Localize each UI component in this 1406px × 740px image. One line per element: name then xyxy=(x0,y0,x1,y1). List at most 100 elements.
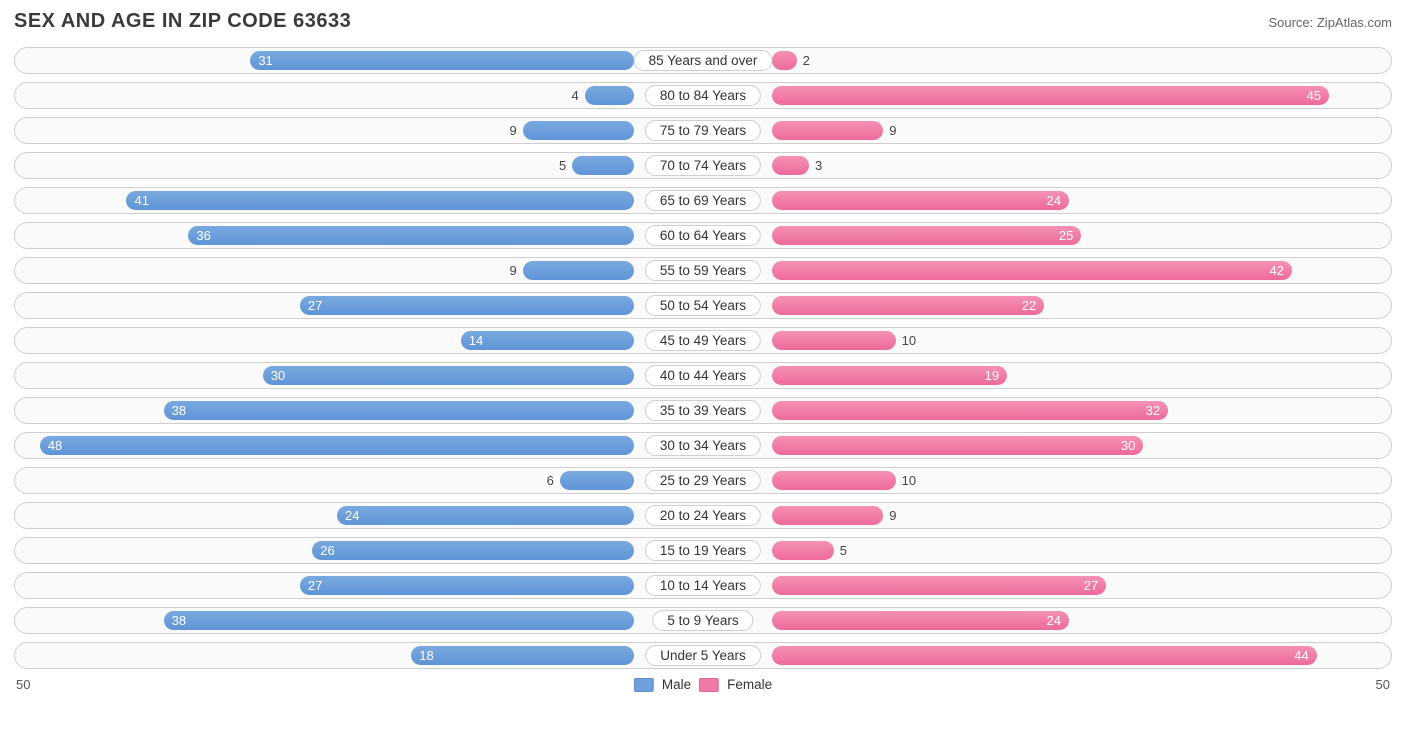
male-value: 38 xyxy=(172,403,186,418)
male-bar xyxy=(572,156,634,175)
chart-title: SEX AND AGE IN ZIP CODE 63633 xyxy=(14,10,351,33)
male-value: 27 xyxy=(308,578,322,593)
chart-row: 38 32 35 to 39 Years xyxy=(14,397,1392,424)
age-label: 45 to 49 Years xyxy=(645,330,761,351)
age-label: 20 to 24 Years xyxy=(645,505,761,526)
female-bar xyxy=(772,506,883,525)
female-bar: 24 xyxy=(772,191,1069,210)
male-value: 48 xyxy=(48,438,62,453)
male-bar xyxy=(523,261,634,280)
age-label: 25 to 29 Years xyxy=(645,470,761,491)
age-label: 85 Years and over xyxy=(634,50,773,71)
female-value: 3 xyxy=(815,156,822,175)
female-bar: 45 xyxy=(772,86,1329,105)
male-value: 41 xyxy=(134,193,148,208)
male-bar: 14 xyxy=(461,331,634,350)
female-bar xyxy=(772,331,896,350)
female-value: 24 xyxy=(1047,193,1061,208)
age-label: 35 to 39 Years xyxy=(645,400,761,421)
male-bar: 18 xyxy=(411,646,634,665)
male-bar: 38 xyxy=(164,611,635,630)
female-bar: 42 xyxy=(772,261,1292,280)
age-label: 50 to 54 Years xyxy=(645,295,761,316)
legend-female-label: Female xyxy=(727,677,772,692)
male-value: 14 xyxy=(469,333,483,348)
female-bar: 19 xyxy=(772,366,1007,385)
female-swatch xyxy=(699,678,719,692)
age-label: Under 5 Years xyxy=(645,645,761,666)
female-bar xyxy=(772,541,834,560)
male-bar: 24 xyxy=(337,506,634,525)
female-value: 42 xyxy=(1269,263,1283,278)
male-value: 26 xyxy=(320,543,334,558)
female-value: 25 xyxy=(1059,228,1073,243)
female-bar xyxy=(772,156,809,175)
male-value: 30 xyxy=(271,368,285,383)
male-bar: 48 xyxy=(40,436,634,455)
male-bar: 41 xyxy=(126,191,634,210)
age-label: 5 to 9 Years xyxy=(652,610,753,631)
chart-row: 44580 to 84 Years xyxy=(14,82,1392,109)
chart-footer: 50 Male Female 50 xyxy=(14,677,1392,697)
axis-left-label: 50 xyxy=(16,677,30,692)
female-bar: 22 xyxy=(772,296,1044,315)
male-value: 27 xyxy=(308,298,322,313)
chart-source: Source: ZipAtlas.com xyxy=(1268,15,1392,30)
age-label: 75 to 79 Years xyxy=(645,120,761,141)
female-value: 19 xyxy=(985,368,999,383)
female-value: 32 xyxy=(1146,403,1160,418)
female-value: 30 xyxy=(1121,438,1135,453)
age-label: 80 to 84 Years xyxy=(645,85,761,106)
female-value: 9 xyxy=(889,121,896,140)
chart-legend: Male Female xyxy=(634,677,772,692)
female-bar xyxy=(772,471,896,490)
male-swatch xyxy=(634,678,654,692)
male-value: 18 xyxy=(419,648,433,663)
female-value: 10 xyxy=(902,331,916,350)
female-bar: 24 xyxy=(772,611,1069,630)
female-bar: 32 xyxy=(772,401,1168,420)
male-value: 6 xyxy=(547,471,554,490)
chart-row: 18 44 Under 5 Years xyxy=(14,642,1392,669)
chart-row: 6 10 25 to 29 Years xyxy=(14,467,1392,494)
chart-row: 5370 to 74 Years xyxy=(14,152,1392,179)
male-bar: 38 xyxy=(164,401,635,420)
male-bar: 30 xyxy=(263,366,635,385)
population-pyramid-chart: 31 2 85 Years and over 44 5 80 to 84 Years 9 9 7… xyxy=(14,47,1392,669)
female-bar: 27 xyxy=(772,576,1106,595)
female-value: 9 xyxy=(889,506,896,525)
axis-right-label: 50 xyxy=(1376,677,1390,692)
age-label: 40 to 44 Years xyxy=(645,365,761,386)
male-value: 5 xyxy=(559,156,566,175)
chart-row: 94255 to 59 Years xyxy=(14,257,1392,284)
male-bar: 36 xyxy=(188,226,634,245)
female-bar: 25 xyxy=(772,226,1082,245)
female-bar: 44 xyxy=(772,646,1317,665)
male-bar xyxy=(560,471,634,490)
female-value: 44 xyxy=(1294,648,1308,663)
male-bar xyxy=(523,121,634,140)
male-bar: 31 xyxy=(250,51,634,70)
age-label: 60 to 64 Years xyxy=(645,225,761,246)
male-bar xyxy=(585,86,635,105)
male-value: 24 xyxy=(345,508,359,523)
female-value: 22 xyxy=(1022,298,1036,313)
male-value: 36 xyxy=(196,228,210,243)
age-label: 15 to 19 Years xyxy=(645,540,761,561)
female-bar xyxy=(772,121,883,140)
female-value: 2 xyxy=(803,51,810,70)
chart-row: 9975 to 79 Years xyxy=(14,117,1392,144)
chart-row: 14 10 45 to 49 Years xyxy=(14,327,1392,354)
chart-row: 24 9 20 to 24 Years xyxy=(14,502,1392,529)
male-bar: 27 xyxy=(300,576,634,595)
female-value: 24 xyxy=(1047,613,1061,628)
chart-row: 26515 to 19 Years xyxy=(14,537,1392,564)
chart-header: SEX AND AGE IN ZIP CODE 63633 Source: Zi… xyxy=(14,10,1392,33)
female-value: 10 xyxy=(902,471,916,490)
chart-row: 272710 to 14 Years xyxy=(14,572,1392,599)
male-bar: 27 xyxy=(300,296,634,315)
male-value: 9 xyxy=(510,261,517,280)
age-label: 65 to 69 Years xyxy=(645,190,761,211)
chart-row: 31 2 85 Years and over xyxy=(14,47,1392,74)
female-value: 45 xyxy=(1307,88,1321,103)
